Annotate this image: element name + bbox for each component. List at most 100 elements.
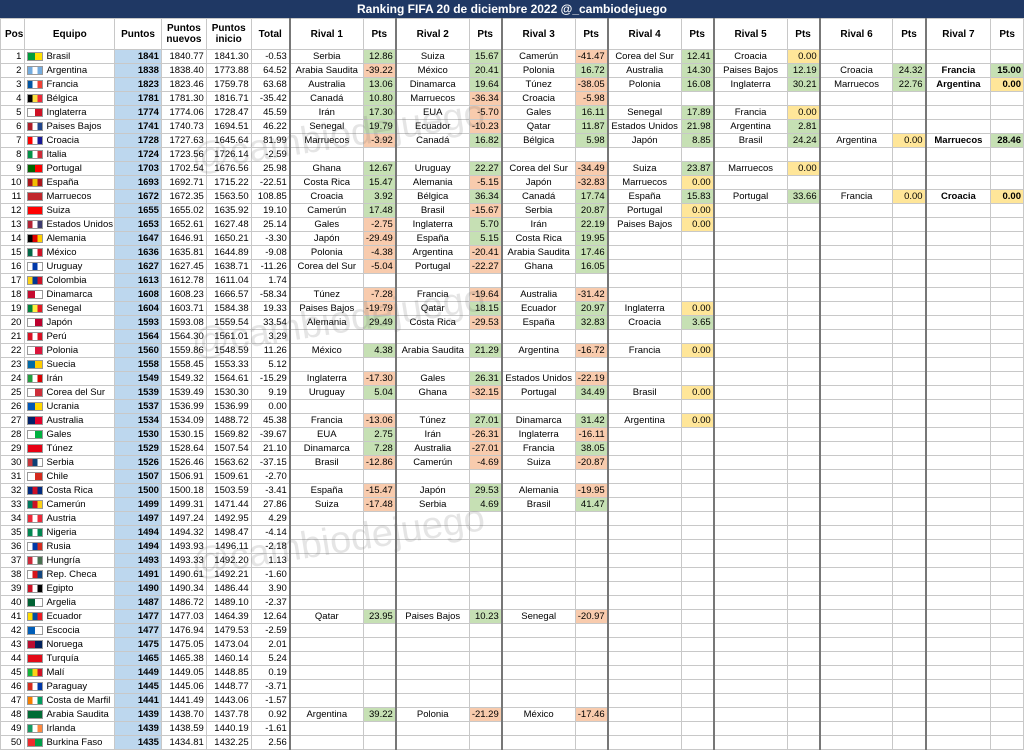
rival-pts-cell [786, 259, 821, 274]
rival-name-cell: Brasil [607, 385, 682, 400]
rival-name-cell: Argentina [607, 413, 682, 428]
rival-name-cell [925, 231, 992, 246]
rival-name-cell [607, 399, 682, 414]
team-name: Polonia [46, 345, 79, 356]
rival-name-cell [819, 595, 894, 610]
rival-pts-cell: -19.64 [468, 287, 503, 302]
new-points-cell: 1559.86 [160, 343, 207, 358]
new-points-cell: 1490.61 [160, 567, 207, 582]
rival-name-cell [395, 651, 470, 666]
position-cell: 47 [0, 693, 26, 708]
rival-name-cell [819, 651, 894, 666]
table-row: 19 Senegal 1604 1603.71 1584.38 19.33 Paises B… [0, 301, 1024, 316]
flag-icon [27, 261, 44, 271]
flag-icon [27, 695, 44, 705]
rival-pts-cell [892, 343, 927, 358]
start-points-cell: 1694.51 [205, 119, 252, 134]
rival-pts-cell: 29.49 [362, 315, 397, 330]
team-name: Austria [46, 513, 77, 524]
rival-pts-cell [362, 329, 397, 344]
position-cell: 27 [0, 413, 26, 428]
rival-name-cell [819, 385, 894, 400]
flag-icon [27, 79, 44, 89]
position-cell: 16 [0, 259, 26, 274]
new-points-cell: 1646.91 [160, 231, 207, 246]
table-row: 27 Australia 1534 1534.09 1488.72 45.38 Franci… [0, 413, 1024, 428]
table-row: 14 Alemania 1647 1646.91 1650.21 -3.30 Japón -2… [0, 231, 1024, 246]
flag-icon [27, 569, 44, 579]
table-row: 17 Colombia 1613 1612.78 1611.04 1.74 [0, 273, 1024, 288]
new-points-cell: 1486.72 [160, 595, 207, 610]
total-cell: 5.12 [250, 357, 291, 372]
rival-name-cell [501, 595, 576, 610]
rival-name-cell: Portugal [713, 189, 788, 204]
total-cell: -2.59 [250, 623, 291, 638]
rival-pts-cell: 0.00 [990, 189, 1024, 204]
team-cell: Italia [24, 147, 116, 162]
rival-pts-cell [574, 637, 609, 652]
rival-name-cell: Alemania [501, 483, 576, 498]
rival-pts-cell [362, 735, 397, 750]
points-cell: 1655 [114, 203, 162, 218]
rival-name-cell: Túnez [395, 413, 470, 428]
rival-name-cell: Ghana [395, 385, 470, 400]
rival-name-cell [819, 259, 894, 274]
position-cell: 23 [0, 357, 26, 372]
new-points-cell: 1539.49 [160, 385, 207, 400]
rival-pts-cell [892, 105, 927, 120]
start-points-cell: 1773.88 [205, 63, 252, 78]
rival-pts-cell [362, 693, 397, 708]
rival-name-cell [289, 595, 364, 610]
team-cell: Inglaterra [24, 105, 116, 120]
rival-pts-cell [680, 735, 715, 750]
team-cell: Túnez [24, 441, 116, 456]
rival-pts-cell: 0.00 [680, 203, 715, 218]
position-cell: 17 [0, 273, 26, 288]
new-points-cell: 1558.45 [160, 357, 207, 372]
rival-pts-cell [786, 231, 821, 246]
rival-pts-cell: 21.29 [468, 343, 503, 358]
rival-name-cell [395, 357, 470, 372]
total-cell: 1.13 [250, 553, 291, 568]
rival-pts-cell: 5.15 [468, 231, 503, 246]
rival-name-cell [819, 119, 894, 134]
rival-pts-cell [680, 665, 715, 680]
table-row: 21 Perú 1564 1564.30 1561.01 3.29 [0, 329, 1024, 344]
rival-name-cell [713, 525, 788, 540]
points-cell: 1537 [114, 399, 162, 414]
new-points-cell: 1838.40 [160, 63, 207, 78]
start-points-cell: 1432.25 [205, 735, 252, 750]
rival-pts-cell: 13.06 [362, 77, 397, 92]
total-cell: 12.64 [250, 609, 291, 624]
points-cell: 1627 [114, 259, 162, 274]
rival-name-cell [925, 245, 992, 260]
rival-pts-cell [574, 651, 609, 666]
rival-pts-cell [786, 371, 821, 386]
rival-name-cell: Inglaterra [395, 217, 470, 232]
rival-name-cell [925, 651, 992, 666]
rival-pts-cell [680, 623, 715, 638]
rival-pts-cell: -5.04 [362, 259, 397, 274]
rival-name-cell [395, 399, 470, 414]
rival-pts-cell: 0.00 [680, 175, 715, 190]
rival-pts-cell [574, 581, 609, 596]
rival-name-cell [501, 469, 576, 484]
rival-name-cell [819, 413, 894, 428]
rival-pts-cell [990, 49, 1024, 64]
rival-name-cell [713, 231, 788, 246]
rival-pts-cell: -17.30 [362, 371, 397, 386]
team-name: Alemania [46, 233, 87, 244]
rival-name-cell [501, 721, 576, 736]
flag-icon [27, 597, 44, 607]
position-cell: 29 [0, 441, 26, 456]
total-cell: 108.85 [250, 189, 291, 204]
new-points-cell: 1526.46 [160, 455, 207, 470]
rival-name-cell [819, 679, 894, 694]
rival-pts-cell [786, 273, 821, 288]
rival-pts-cell: -5.98 [574, 91, 609, 106]
rival-pts-cell [892, 161, 927, 176]
flag-icon [27, 359, 44, 369]
rival-pts-cell [990, 217, 1024, 232]
rival-pts-cell: -15.47 [362, 483, 397, 498]
rival-name-cell [925, 637, 992, 652]
